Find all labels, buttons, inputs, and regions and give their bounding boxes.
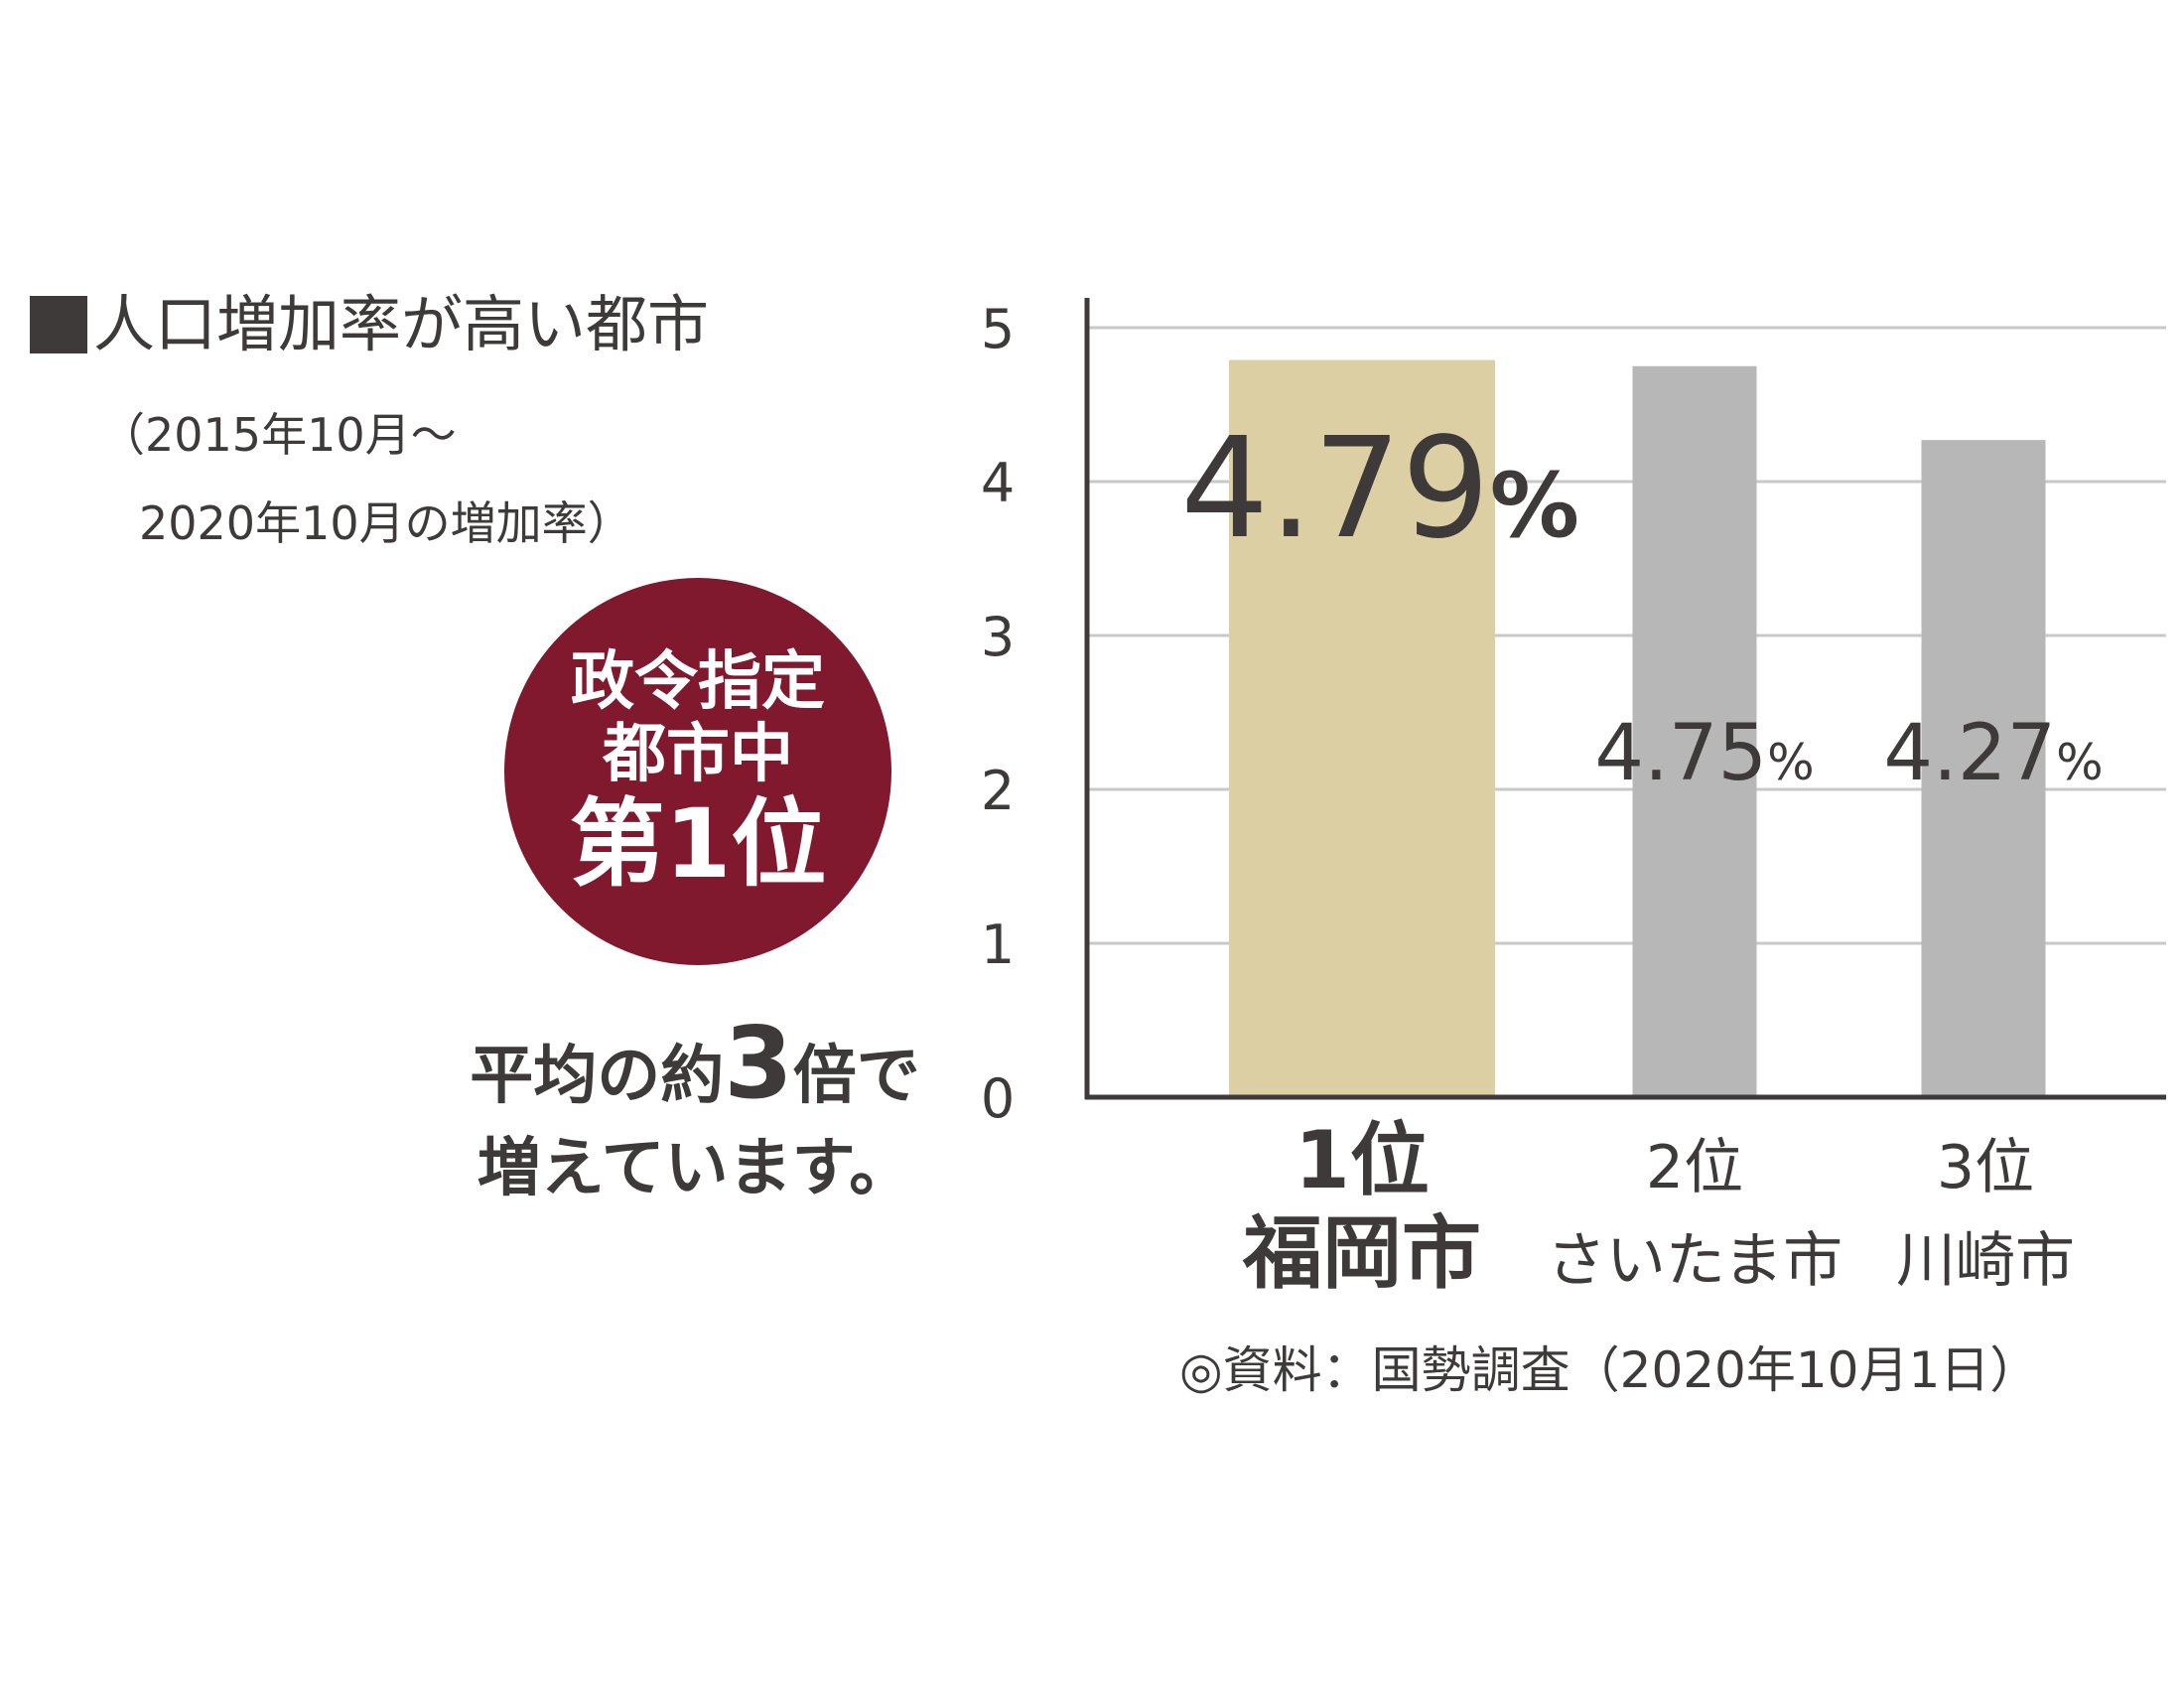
source-note: ◎資料：国勢調査（2020年10月1日）	[1179, 1341, 2040, 1399]
growth-note: 平均の約3倍で 増えています。	[417, 999, 973, 1210]
y-tick-label: 0	[981, 1067, 1015, 1130]
subtitle-line-2: 2020年10月の増加率）	[139, 496, 633, 550]
category-rank-label: 2位	[1646, 1133, 1743, 1202]
y-tick-label: 3	[981, 606, 1015, 668]
note-number: 3	[724, 1005, 793, 1121]
chart-title: 人口増加率が高い都市	[30, 294, 709, 355]
data-label: 4.27%	[1883, 709, 2103, 798]
bar	[1632, 365, 1757, 1097]
square-bullet-icon	[30, 296, 87, 353]
note-pre: 平均の約	[470, 1040, 725, 1113]
y-tick-label: 4	[981, 452, 1015, 514]
growth-note-line-2: 増えています。	[477, 1132, 913, 1205]
rank-badge: 政令指定 都市中 第1位	[504, 578, 891, 965]
y-tick-label: 2	[981, 760, 1015, 822]
data-label: 4.75%	[1594, 709, 1814, 798]
badge-line-1: 政令指定	[571, 644, 825, 719]
badge-line-3: 第1位	[569, 787, 827, 900]
data-label: 4.79%	[1180, 408, 1579, 570]
category-city-label: さいたま市	[1547, 1226, 1843, 1296]
bar	[1229, 359, 1495, 1097]
subtitle-line-1: （2015年10月～	[99, 408, 457, 462]
category-city-label: 川崎市	[1896, 1226, 2075, 1296]
category-city-label: 福岡市	[1242, 1207, 1481, 1300]
badge-line-2: 都市中	[603, 718, 793, 792]
y-tick-label: 5	[981, 298, 1015, 360]
category-rank-label: 1位	[1295, 1114, 1430, 1206]
growth-note-line-1: 平均の約3倍で	[417, 999, 973, 1128]
note-post: 倍で	[792, 1040, 920, 1113]
category-rank-label: 3位	[1937, 1133, 2034, 1202]
y-tick-label: 1	[981, 914, 1015, 976]
chart-title-text: 人口増加率が高い都市	[93, 288, 710, 360]
bar	[1921, 440, 2046, 1097]
